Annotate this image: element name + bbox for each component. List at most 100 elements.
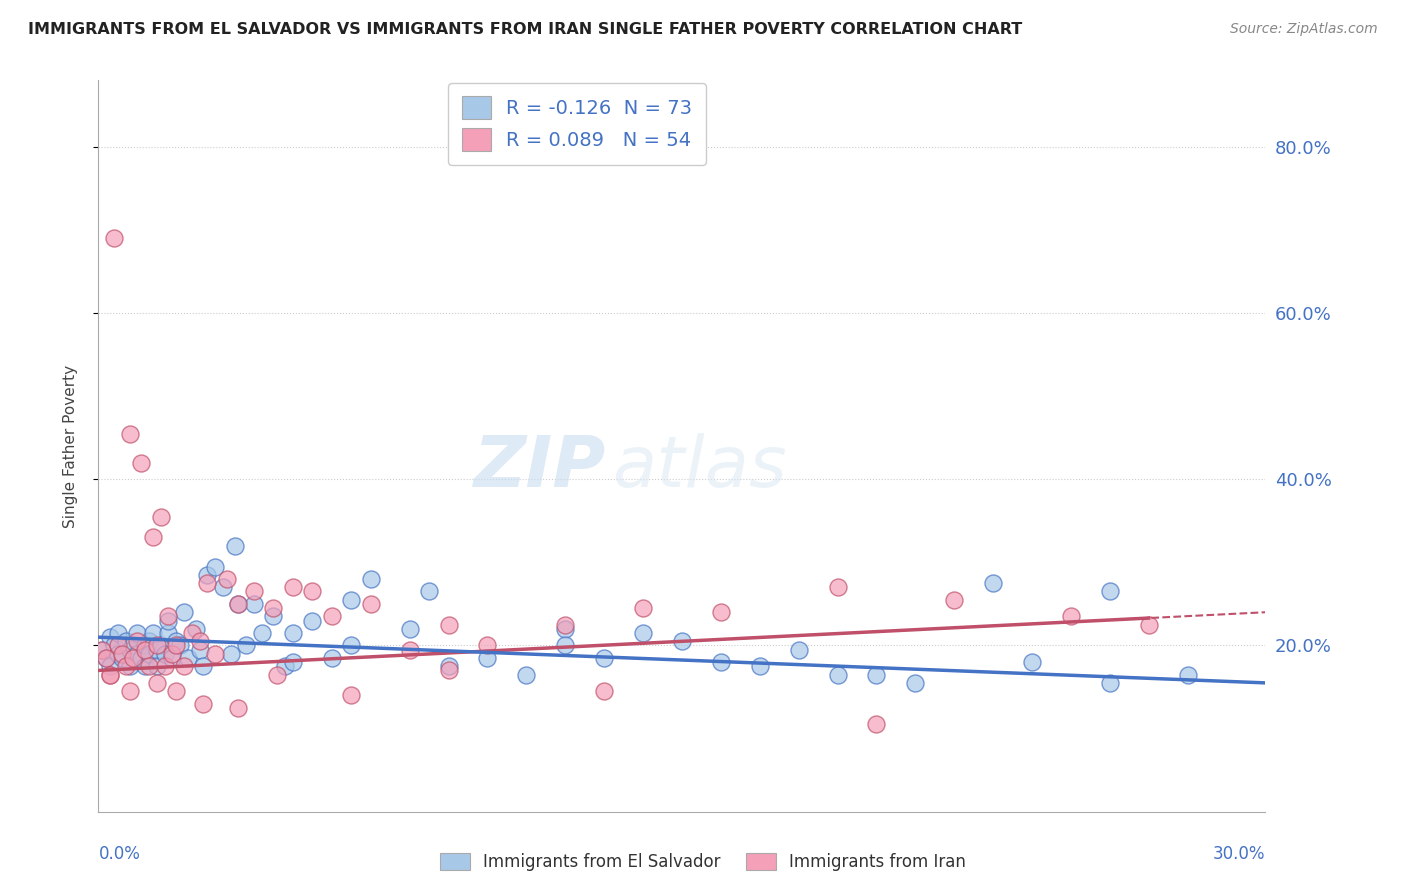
Point	[96, 651, 118, 665]
Point	[173, 605, 195, 619]
Point	[477, 651, 499, 665]
Point	[184, 622, 207, 636]
Point	[204, 559, 226, 574]
Point	[228, 597, 250, 611]
Point	[787, 642, 810, 657]
Point	[118, 684, 141, 698]
Point	[173, 659, 195, 673]
Point	[157, 614, 180, 628]
Point	[631, 601, 654, 615]
Point	[146, 642, 169, 657]
Point	[360, 597, 382, 611]
Point	[262, 609, 284, 624]
Point	[153, 659, 176, 673]
Point	[127, 634, 149, 648]
Point	[149, 639, 172, 653]
Point	[142, 530, 165, 544]
Legend: R = -0.126  N = 73, R = 0.089   N = 54: R = -0.126 N = 73, R = 0.089 N = 54	[449, 83, 706, 164]
Point	[127, 647, 149, 661]
Point	[134, 659, 156, 673]
Point	[193, 697, 215, 711]
Point	[219, 647, 242, 661]
Point	[96, 651, 118, 665]
Point	[91, 642, 114, 657]
Point	[134, 639, 156, 653]
Point	[165, 634, 187, 648]
Point	[107, 639, 129, 653]
Point	[162, 651, 184, 665]
Point	[710, 605, 733, 619]
Point	[138, 634, 160, 648]
Point	[165, 639, 187, 653]
Point	[1098, 676, 1121, 690]
Point	[188, 642, 211, 657]
Point	[153, 647, 176, 661]
Point	[243, 584, 266, 599]
Point	[865, 717, 887, 731]
Point	[204, 647, 226, 661]
Point	[1177, 667, 1199, 681]
Point	[118, 642, 141, 657]
Point	[671, 634, 693, 648]
Point	[262, 601, 284, 615]
Text: Source: ZipAtlas.com: Source: ZipAtlas.com	[1230, 22, 1378, 37]
Text: ZIP: ZIP	[474, 434, 606, 502]
Point	[169, 639, 191, 653]
Point	[554, 622, 576, 636]
Point	[228, 701, 250, 715]
Point	[981, 576, 1004, 591]
Point	[398, 642, 420, 657]
Point	[98, 630, 121, 644]
Point	[212, 580, 235, 594]
Point	[748, 659, 770, 673]
Point	[243, 597, 266, 611]
Point	[118, 426, 141, 441]
Point	[127, 626, 149, 640]
Point	[98, 667, 121, 681]
Point	[107, 626, 129, 640]
Point	[281, 655, 304, 669]
Point	[98, 667, 121, 681]
Point	[146, 659, 169, 673]
Point	[827, 580, 849, 594]
Point	[340, 689, 363, 703]
Point	[103, 231, 125, 245]
Point	[138, 659, 160, 673]
Point	[1021, 655, 1043, 669]
Legend: Immigrants from El Salvador, Immigrants from Iran: Immigrants from El Salvador, Immigrants …	[432, 845, 974, 880]
Point	[437, 617, 460, 632]
Point	[710, 655, 733, 669]
Point	[149, 509, 172, 524]
Point	[398, 622, 420, 636]
Point	[515, 667, 537, 681]
Point	[554, 617, 576, 632]
Point	[865, 667, 887, 681]
Y-axis label: Single Father Poverty: Single Father Poverty	[63, 365, 77, 527]
Point	[180, 626, 202, 640]
Point	[193, 659, 215, 673]
Point	[114, 634, 136, 648]
Point	[418, 584, 440, 599]
Point	[631, 626, 654, 640]
Point	[177, 651, 200, 665]
Point	[157, 609, 180, 624]
Point	[340, 592, 363, 607]
Point	[188, 634, 211, 648]
Point	[157, 626, 180, 640]
Point	[360, 572, 382, 586]
Point	[118, 659, 141, 673]
Point	[274, 659, 297, 673]
Point	[477, 639, 499, 653]
Point	[827, 667, 849, 681]
Point	[1098, 584, 1121, 599]
Point	[98, 659, 121, 673]
Point	[162, 647, 184, 661]
Point	[107, 647, 129, 661]
Point	[146, 676, 169, 690]
Point	[195, 567, 218, 582]
Point	[142, 626, 165, 640]
Point	[250, 626, 273, 640]
Point	[321, 609, 343, 624]
Point	[281, 580, 304, 594]
Point	[437, 664, 460, 678]
